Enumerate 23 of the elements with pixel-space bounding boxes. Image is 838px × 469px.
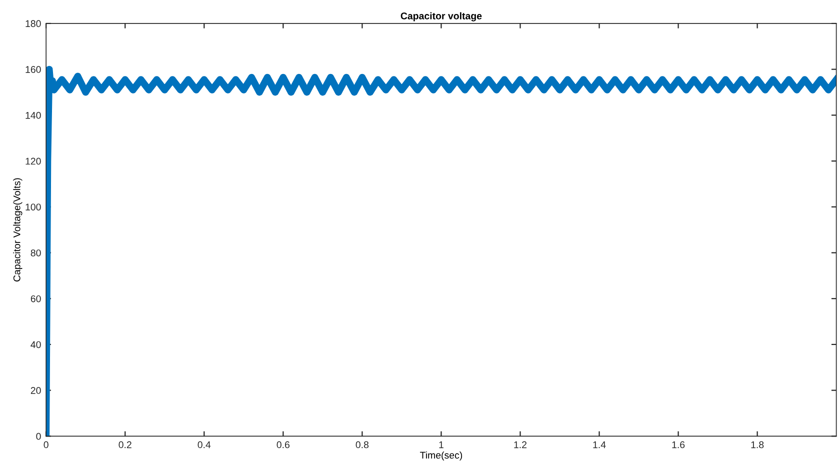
y-tick-label: 40 bbox=[30, 341, 41, 348]
x-tick-label: 0.6 bbox=[276, 441, 290, 448]
x-tick-label: 0.8 bbox=[356, 441, 369, 448]
x-tick-label: 0.4 bbox=[198, 441, 211, 448]
y-tick-label: 100 bbox=[26, 204, 41, 210]
y-tick-label: 80 bbox=[30, 249, 41, 256]
x-tick-label: 1.4 bbox=[593, 441, 606, 448]
chart-title: Capacitor voltage bbox=[400, 12, 482, 22]
x-tick-label: 0.2 bbox=[118, 441, 132, 448]
y-tick-label: 160 bbox=[26, 66, 41, 73]
y-tick-label: 20 bbox=[30, 387, 41, 394]
x-tick-label: 1.8 bbox=[751, 441, 764, 448]
x-tick-label: 0 bbox=[44, 441, 48, 448]
y-axis-title: Capacitor Voltage(Volts) bbox=[13, 178, 22, 282]
y-tick-label: 180 bbox=[26, 20, 41, 28]
y-tick-label: 60 bbox=[30, 295, 41, 302]
y-tick-label: 120 bbox=[26, 158, 41, 165]
x-tick-label: 1.2 bbox=[514, 441, 526, 448]
x-tick-label: 1.6 bbox=[672, 441, 685, 448]
y-tick-label: 0 bbox=[36, 432, 41, 440]
x-tick-label: 1 bbox=[439, 441, 444, 448]
y-tick-label: 140 bbox=[26, 112, 41, 119]
x-axis-title: Time(sec) bbox=[420, 451, 462, 461]
